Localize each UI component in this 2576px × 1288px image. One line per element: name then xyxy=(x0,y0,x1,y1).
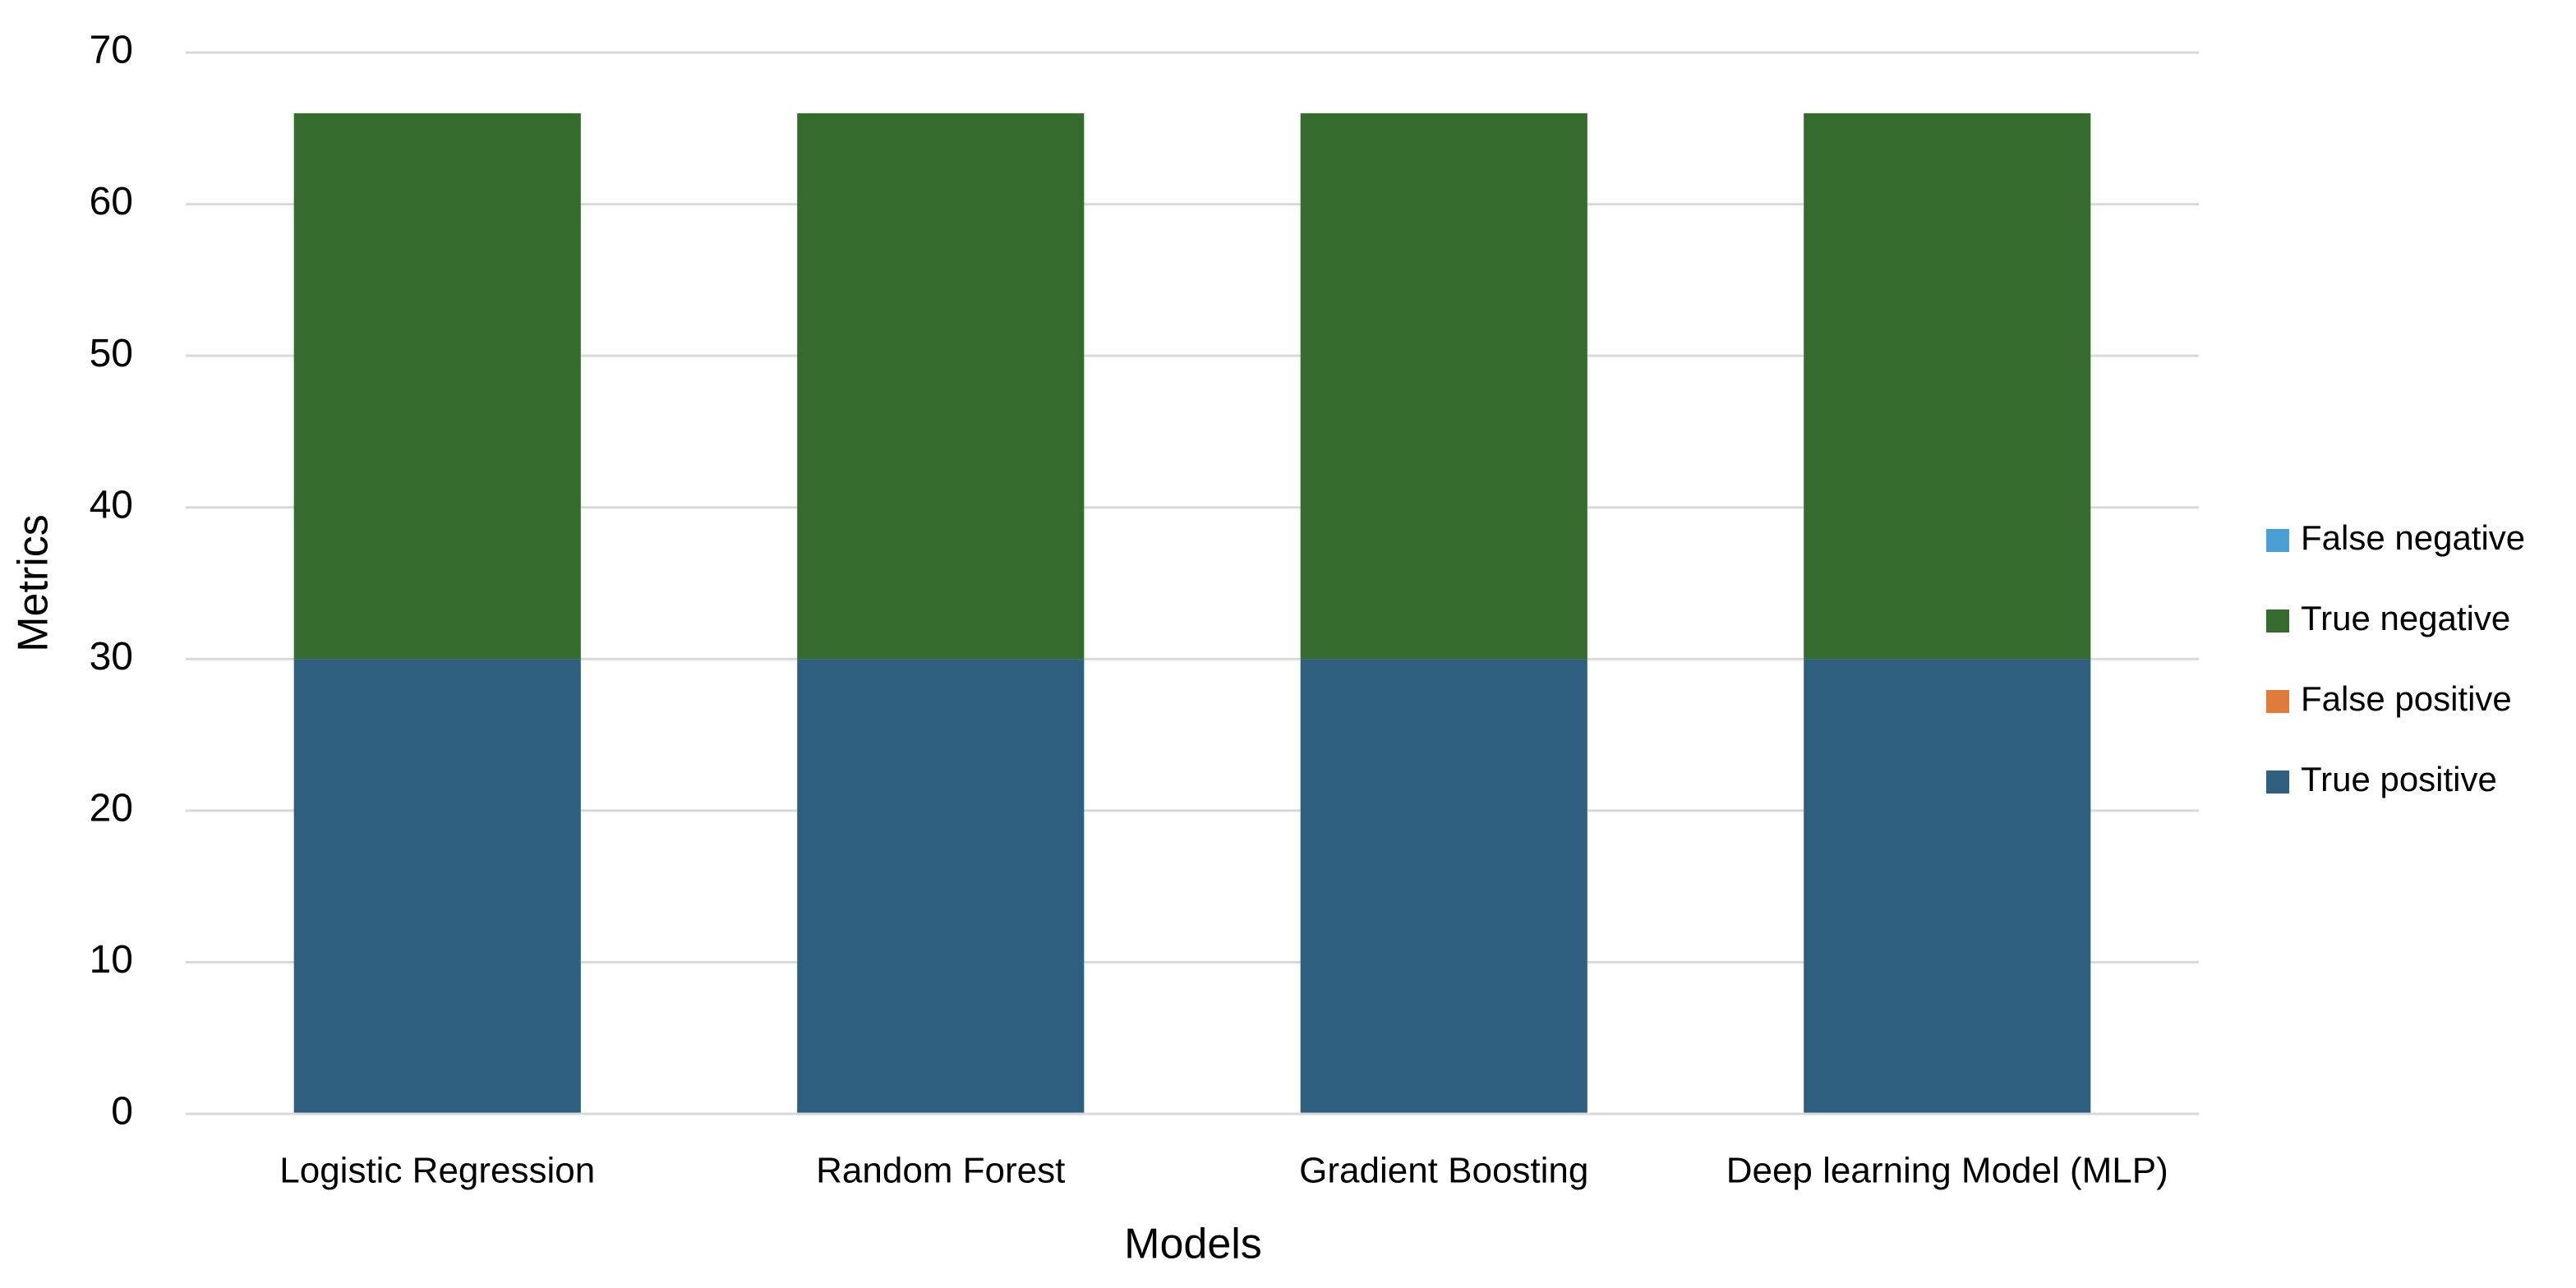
bar-segment xyxy=(797,113,1085,660)
bar-segment xyxy=(797,659,1085,1114)
x-tick-label: Gradient Boosting xyxy=(1299,1151,1588,1191)
y-tick-label: 60 xyxy=(90,180,133,223)
bar-segment xyxy=(293,659,581,1114)
bar-segment xyxy=(1300,113,1588,660)
legend-label: True positive xyxy=(2301,760,2497,798)
legend-swatch xyxy=(2266,690,2289,713)
legend-label: False positive xyxy=(2301,679,2512,718)
bar-segment xyxy=(1804,113,2091,660)
y-tick-label: 10 xyxy=(90,938,133,982)
x-tick-label: Deep learning Model (MLP) xyxy=(1726,1151,2168,1191)
y-tick-label: 50 xyxy=(90,332,133,375)
bar-segment xyxy=(1300,659,1588,1114)
legend-swatch xyxy=(2266,770,2289,794)
bar-segment xyxy=(1804,659,2091,1114)
y-axis-title: Metrics xyxy=(10,514,58,652)
x-axis-title: Models xyxy=(1124,1221,1262,1268)
legend-label: False negative xyxy=(2301,518,2525,557)
y-tick-label: 20 xyxy=(90,787,133,830)
y-tick-label: 30 xyxy=(90,635,133,678)
legend-swatch xyxy=(2266,529,2289,552)
x-tick-label: Logistic Regression xyxy=(279,1151,595,1191)
legend-swatch xyxy=(2266,610,2289,632)
x-tick-label: Random Forest xyxy=(816,1151,1065,1191)
legend-label: True negative xyxy=(2301,599,2510,637)
bar-segment xyxy=(293,113,581,660)
y-tick-label: 70 xyxy=(90,29,133,72)
y-tick-label: 40 xyxy=(90,483,133,527)
y-tick-label: 0 xyxy=(111,1090,133,1134)
